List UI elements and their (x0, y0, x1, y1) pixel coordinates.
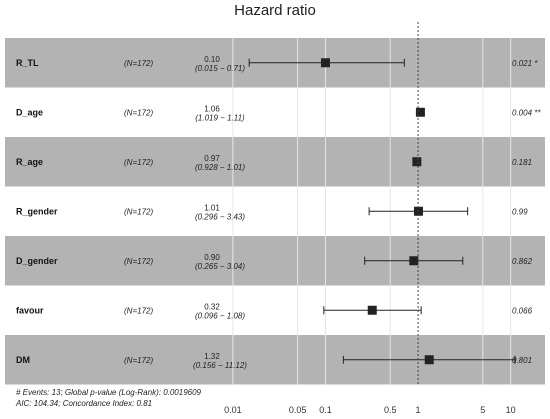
footnote-events: # Events: 13; Global p-value (Log-Rank):… (16, 388, 202, 397)
hr-marker (415, 107, 425, 117)
hr-label: 0.97 (204, 154, 220, 163)
hr-label: 1.01 (204, 203, 220, 212)
p-value-label: 0.066 (512, 306, 533, 315)
p-value-label: 0.862 (512, 257, 533, 266)
n-label: (N=172) (124, 207, 153, 216)
hr-marker (367, 305, 377, 315)
ci-label: (0.296 − 3.43) (195, 212, 245, 221)
ci-label: (0.096 − 1.08) (195, 311, 245, 320)
hr-label: 0.90 (204, 253, 220, 262)
variable-label: R_age (16, 157, 43, 167)
p-value-label: 0.021 * (512, 59, 538, 68)
p-value-label: 0.004 ** (512, 108, 541, 117)
hr-label: 1.32 (204, 352, 220, 361)
n-label: (N=172) (124, 306, 153, 315)
hr-marker (424, 355, 434, 365)
n-label: (N=172) (124, 158, 153, 167)
variable-label: R_TL (16, 58, 39, 68)
ci-label: (1.019 − 1.11) (195, 113, 245, 122)
variable-label: R_gender (16, 206, 58, 216)
variable-label: D_age (16, 107, 43, 117)
hr-marker (320, 58, 330, 68)
chart-title: Hazard ratio (234, 2, 316, 19)
x-axis-ticks: 0.01 0.05 0.1 0.5 1 5 10 (224, 405, 516, 415)
x-tick-label: 0.05 (289, 405, 307, 415)
hr-label: 0.10 (204, 55, 220, 64)
row-background-R_age (5, 137, 545, 187)
n-label: (N=172) (124, 59, 153, 68)
row-background-D_gender (5, 236, 545, 286)
x-tick-label: 0.1 (319, 405, 332, 415)
footnote-aic: AIC: 104.34; Concordance Index: 0.81 (15, 399, 152, 408)
ci-label: (0.928 − 1.01) (195, 163, 245, 172)
x-tick-label: 1 (416, 405, 421, 415)
row-background-favour (5, 285, 545, 335)
p-value-label: 0.99 (512, 207, 528, 216)
hr-marker (412, 157, 422, 167)
p-value-label: 0.181 (512, 158, 532, 167)
ci-label: (0.015 − 0.71) (195, 64, 245, 73)
n-label: (N=172) (124, 108, 153, 117)
p-value-label: 0.801 (512, 356, 532, 365)
x-tick-label: 5 (480, 405, 485, 415)
x-tick-label: 0.5 (384, 405, 397, 415)
x-tick-label: 0.01 (224, 405, 242, 415)
hr-label: 1.06 (204, 104, 220, 113)
row-background-D_age (5, 87, 545, 137)
forest-rows (5, 38, 545, 385)
hr-label: 0.32 (204, 302, 220, 311)
hr-marker (409, 256, 419, 266)
ci-label: (0.156 − 11.12) (193, 361, 247, 370)
variable-label: D_gender (16, 256, 58, 266)
n-label: (N=172) (124, 257, 153, 266)
x-tick-label: 10 (506, 405, 516, 415)
variable-label: DM (16, 355, 30, 365)
n-label: (N=172) (124, 356, 153, 365)
ci-label: (0.265 − 3.04) (195, 262, 245, 271)
variable-label: favour (16, 305, 44, 315)
